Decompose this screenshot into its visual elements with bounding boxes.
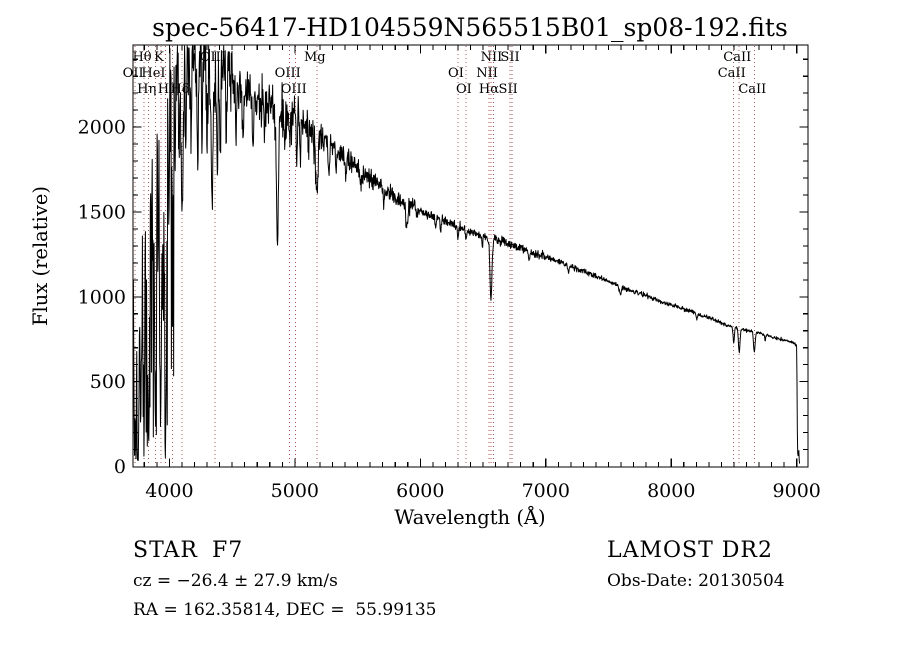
y-tick-label: 1000 [78, 286, 126, 308]
x-axis-label: Wavelength (Å) [394, 504, 545, 529]
plot-title: spec-56417-HD104559N565515B01_sp08-192.f… [152, 13, 788, 42]
spectral-marker-label: Hα [479, 82, 499, 97]
x-tick-label: 8000 [647, 480, 695, 502]
spectral-marker-label: OIII [275, 66, 301, 81]
cz-value: cz = −26.4 ± 27.9 km/s [133, 571, 338, 591]
x-tick-label: 7000 [522, 480, 570, 502]
spectral-marker-label: NII [481, 50, 503, 65]
object-class: STAR [133, 538, 198, 563]
y-tick-label: 2000 [78, 117, 126, 139]
spectrum-path [132, 45, 801, 464]
plot-frame [132, 44, 809, 468]
x-tick-label: 6000 [396, 480, 444, 502]
spectral-marker-label: CaII [723, 50, 751, 65]
y-tick-label: 500 [90, 371, 126, 393]
ra-dec: RA = 162.35814, DEC = 55.99135 [133, 600, 437, 620]
spectral-marker-label: NII [476, 66, 498, 81]
survey-release: LAMOST DR2 [607, 538, 773, 563]
x-tick-label: 4000 [145, 480, 193, 502]
spectral-marker-label: CaII [718, 66, 746, 81]
axis-ticks: 4000 5000 6000 7000 8000 9000 0 500 1000 1500 2000 [78, 45, 821, 502]
spectral-marker-label: Mg [304, 50, 326, 65]
spectral-marker-label: CaII [738, 82, 766, 97]
spectral-marker-label: K [154, 50, 164, 65]
x-tick-label: 5000 [271, 480, 319, 502]
spectrum-trace [132, 45, 801, 464]
spectral-marker-label: H [158, 82, 169, 97]
y-tick-label: 1500 [78, 201, 126, 223]
spectral-marker-label: Hθ [132, 50, 151, 65]
frame-rect [132, 44, 809, 468]
y-axis-label: Flux (relative) [29, 186, 52, 326]
object-subclass: F7 [212, 538, 243, 563]
y-tick-label: 0 [114, 456, 126, 478]
spectral-marker-label: OI [456, 82, 472, 97]
spectral-marker-label: HeI [141, 66, 165, 81]
spectral-marker-label: Hη [137, 82, 156, 97]
spectral-marker-label: OII [123, 66, 144, 81]
spectral-marker-label: OIII [281, 82, 307, 97]
obs-date: Obs-Date: 20130504 [607, 571, 785, 591]
spectral-marker-label: OI [448, 66, 464, 81]
spectral-marker-label: SII [500, 50, 519, 65]
x-tick-label: 9000 [773, 480, 821, 502]
spectral-marker-label: OIII [200, 50, 226, 65]
spectral-marker-label: SII [499, 82, 518, 97]
